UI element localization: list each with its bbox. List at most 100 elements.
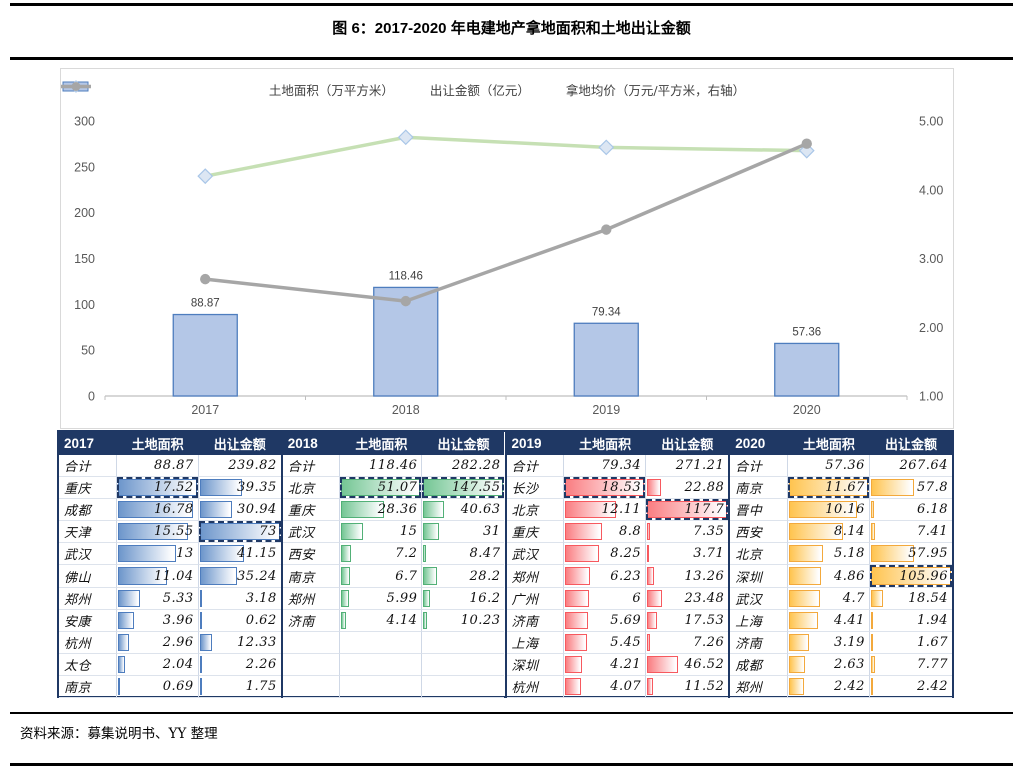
area-cell: 5.69 xyxy=(564,609,647,632)
amount-cell: 73 xyxy=(198,521,281,544)
data-bar xyxy=(870,501,874,519)
area-cell: 2.63 xyxy=(787,653,870,676)
data-bar xyxy=(117,611,134,629)
data-bar xyxy=(117,545,176,563)
city-cell: 广州 xyxy=(506,587,565,610)
svg-text:50: 50 xyxy=(81,344,95,358)
data-bar xyxy=(423,567,438,585)
data-bar xyxy=(788,677,804,696)
data-bar xyxy=(341,523,364,541)
data-bar xyxy=(117,567,167,585)
amount-cell: 105.96 xyxy=(869,565,952,588)
data-bar xyxy=(423,545,427,563)
data-bar xyxy=(199,567,238,585)
city-cell: 深圳 xyxy=(730,565,788,588)
area-cell: 4.14 xyxy=(340,609,423,632)
year-header: 2020 xyxy=(730,432,788,455)
column-header: 出让金额 xyxy=(869,432,952,455)
data-bar xyxy=(423,523,439,541)
year-header: 2019 xyxy=(506,432,565,455)
city-cell: 郑州 xyxy=(506,565,565,588)
city-cell: 济南 xyxy=(730,631,788,654)
area-cell: 0.69 xyxy=(116,675,199,699)
amount-cell: 30.94 xyxy=(198,499,281,522)
svg-text:3.00: 3.00 xyxy=(919,252,943,266)
city-cell: 西安 xyxy=(730,521,788,544)
data-bar xyxy=(565,567,591,585)
city-cell: 成都 xyxy=(730,653,788,676)
area-cell: 5.18 xyxy=(787,543,870,566)
data-bar xyxy=(565,501,617,519)
data-bar xyxy=(647,611,658,629)
year-group-2018: 2018 土地面积 出让金额 合计 118.46 282.28 北京 51.07 147.55 重… xyxy=(282,432,507,699)
data-bar xyxy=(117,633,130,651)
amount-cell: 23.48 xyxy=(646,588,729,610)
area-cell: 6 xyxy=(564,587,647,610)
city-cell: 长沙 xyxy=(506,477,565,500)
amount-cell: 3.71 xyxy=(646,543,729,566)
data-bar xyxy=(788,567,821,585)
legend-label: 土地面积（万平方米） xyxy=(268,83,394,98)
data-bar xyxy=(788,611,818,629)
city-cell: 武汉 xyxy=(59,543,117,566)
data-bar xyxy=(199,633,212,651)
year-group-2017: 2017 土地面积 出让金额 合计 88.87 239.82 重庆 17.52 39.35 成都 1… xyxy=(59,432,283,699)
amount-cell xyxy=(422,676,505,699)
data-bar xyxy=(870,633,873,651)
area-cell: 11.67 xyxy=(787,477,870,500)
data-bar xyxy=(423,501,445,519)
area-cell: 15.55 xyxy=(116,521,199,544)
amount-cell: 16.2 xyxy=(422,588,505,610)
area-cell: 5.33 xyxy=(116,587,199,610)
data-bar xyxy=(788,545,823,563)
divider-bottom xyxy=(10,763,1013,766)
data-bar xyxy=(565,655,582,673)
data-bar xyxy=(565,545,600,563)
svg-text:57.36: 57.36 xyxy=(792,326,821,338)
column-header: 土地面积 xyxy=(340,432,423,455)
amount-cell: 271.21 xyxy=(646,455,729,478)
source-note: 资料来源：募集说明书、YY 整理 xyxy=(20,726,218,742)
svg-text:2020: 2020 xyxy=(793,403,821,417)
svg-text:200: 200 xyxy=(74,206,95,220)
amount-cell: 13.26 xyxy=(646,565,729,588)
area-cell: 79.34 xyxy=(564,455,647,478)
city-cell: 合计 xyxy=(506,455,565,478)
combo-chart: 0 50 100 150 200 250 300 1.00 2.00 3.00 4.00 5.00 20… xyxy=(74,115,943,418)
data-bar xyxy=(341,589,349,607)
area-cell: 10.16 xyxy=(787,499,870,522)
data-bar xyxy=(117,677,120,696)
city-cell: 南京 xyxy=(730,477,788,500)
city-cell: 安康 xyxy=(59,609,117,632)
amount-cell: 11.52 xyxy=(646,676,729,699)
amount-cell: 31 xyxy=(422,521,505,544)
amount-cell: 1.67 xyxy=(869,632,952,654)
amount-cell: 3.18 xyxy=(198,588,281,610)
area-cell: 4.21 xyxy=(564,653,647,676)
city-cell: 成都 xyxy=(59,499,117,522)
city-cell: 济南 xyxy=(282,609,341,632)
column-header: 土地面积 xyxy=(116,432,199,455)
column-header: 出让金额 xyxy=(646,432,729,455)
area-cell: 15 xyxy=(340,521,423,544)
area-cell: 16.78 xyxy=(116,499,199,522)
data-bar xyxy=(341,567,351,585)
data-bar xyxy=(199,655,202,673)
area-cell: 2.42 xyxy=(787,675,870,699)
amount-cell: 39.35 xyxy=(198,477,281,500)
data-bar xyxy=(199,677,202,696)
amount-cell: 57.8 xyxy=(869,477,952,500)
area-cell: 4.7 xyxy=(787,587,870,610)
divider-above-source xyxy=(10,712,1013,714)
data-bar xyxy=(788,589,820,607)
city-cell: 重庆 xyxy=(282,499,341,522)
city-cell: 北京 xyxy=(730,543,788,566)
amount-cell: 35.24 xyxy=(198,565,281,588)
city-cell: 重庆 xyxy=(506,521,565,544)
area-cell: 11.04 xyxy=(116,565,199,588)
data-bar xyxy=(341,501,385,519)
amount-cell: 2.42 xyxy=(869,676,952,699)
amount-cell: 12.33 xyxy=(198,632,281,654)
area-cell: 13 xyxy=(116,543,199,566)
